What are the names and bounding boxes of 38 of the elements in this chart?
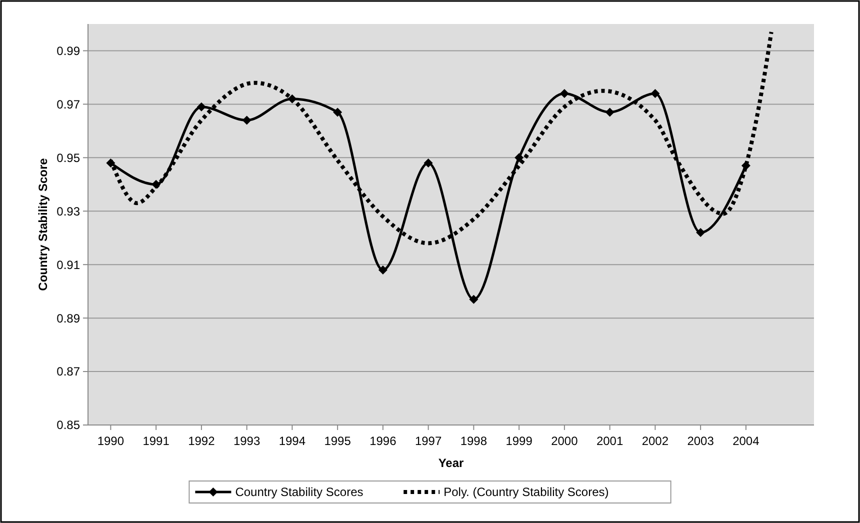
legend-label: Poly. (Country Stability Scores) <box>444 485 609 500</box>
x-tick-label: 2003 <box>687 434 714 448</box>
y-tick-label: 0.85 <box>56 418 80 432</box>
y-tick-label: 0.91 <box>56 258 80 272</box>
y-tick-label: 0.87 <box>56 364 80 379</box>
x-axis-title: Year <box>438 456 464 470</box>
x-tick-label: 1995 <box>324 434 352 448</box>
y-tick-label: 0.89 <box>56 311 80 326</box>
point <box>514 153 524 162</box>
y-tick-label: 0.99 <box>56 44 80 58</box>
x-tick-label: 1997 <box>414 434 442 448</box>
point <box>560 89 569 98</box>
x-tick-label: 1992 <box>188 434 216 448</box>
point <box>378 265 388 274</box>
x-tick-label: 2000 <box>551 434 578 448</box>
point <box>605 108 614 117</box>
point <box>696 228 706 238</box>
x-tick-label: 1999 <box>506 434 533 448</box>
x-tick-label: 1994 <box>278 434 306 448</box>
y-tick-label: 0.97 <box>56 97 80 112</box>
point <box>196 102 206 112</box>
x-tick-label: 2001 <box>596 434 624 448</box>
legend-label: Country Stability Scores <box>235 485 364 500</box>
point <box>242 116 252 125</box>
x-tick-label: 2002 <box>642 434 669 448</box>
x-tick-label: 1993 <box>233 434 260 448</box>
x-tick-label: 2004 <box>732 434 760 448</box>
x-tick-label: 1998 <box>460 434 488 448</box>
y-tick-label: 0.95 <box>56 150 80 165</box>
point <box>424 158 433 168</box>
point <box>333 108 342 117</box>
y-tick-label: 0.93 <box>56 204 80 218</box>
point <box>650 89 660 98</box>
point <box>469 294 478 304</box>
x-tick-label: 1996 <box>370 434 397 448</box>
y-axis-title: Country Stability Score <box>36 158 50 291</box>
x-tick-label: 1991 <box>142 434 170 448</box>
x-tick-label: 1990 <box>97 434 124 448</box>
